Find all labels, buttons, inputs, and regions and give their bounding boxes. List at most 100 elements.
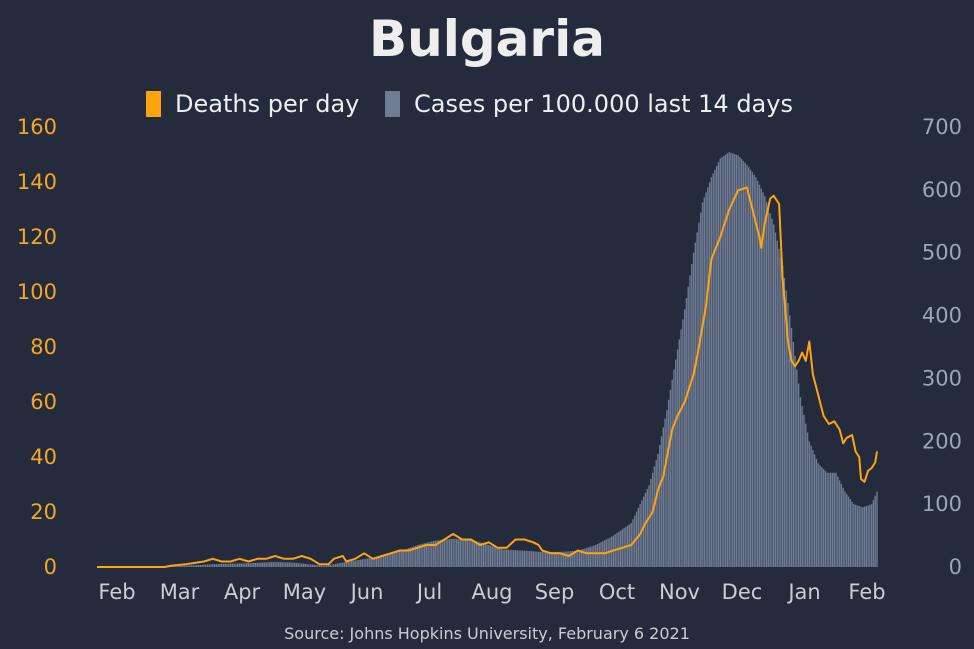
cases-bar [532,551,534,567]
cases-bar [450,538,453,567]
cases-bar [448,539,451,567]
cases-bar [527,550,529,567]
cases-bar [176,566,178,567]
cases-bar [393,552,396,567]
cases-bar [390,553,392,567]
cases-bar [762,192,764,567]
x-tick-label: Oct [599,580,635,604]
cases-bar [495,547,497,567]
chart-title: Bulgaria [369,10,605,68]
cases-bar [338,563,340,567]
cases-bar [833,472,835,567]
cases-bar [304,563,307,567]
cases-bar [489,545,492,567]
cases-bar [570,551,572,567]
cases-bar [723,155,725,567]
cases-bar [178,566,180,567]
cases-bar [655,460,657,567]
cases-bar [472,540,474,567]
cases-bar [404,549,406,567]
cases-bar [783,277,786,567]
cases-bar [703,197,705,567]
cases-bar [192,565,194,567]
cases-bar [479,542,481,567]
cases-bar [721,157,723,568]
cases-bar [826,472,828,567]
cases-bar [760,188,762,567]
cases-bar [374,557,376,567]
cases-bar [521,550,524,567]
cases-bar [196,565,198,567]
cases-bar [350,561,353,567]
cases-bar [436,540,438,567]
cases-bar [267,562,269,567]
cases-bar [869,504,871,567]
cases-bar [388,553,390,567]
cases-bar [586,547,588,567]
cases-bar [420,544,422,567]
cases-bar [828,472,830,567]
cases-bar [691,264,693,567]
cases-bar [343,562,346,567]
cases-bar [840,484,843,567]
cases-bar [571,551,574,567]
cases-bar [749,169,752,568]
cases-bar [513,550,515,567]
cases-bar [190,565,193,567]
cases-bar [349,561,351,567]
right-tick-label: 200 [922,429,962,453]
cases-bar [356,560,358,567]
cases-bar [671,379,673,567]
cases-bar [801,406,803,567]
cases-bar [498,548,501,567]
cases-bar [683,309,686,567]
cases-bar [543,551,545,567]
cases-bar [199,564,201,567]
left-tick-label: 20 [30,500,57,524]
cases-bar [427,542,429,567]
cases-bar [293,562,296,567]
cases-bar [313,564,315,567]
cases-bar [197,564,200,567]
cases-bar [340,562,342,567]
cases-bar [486,544,488,567]
cases-bar [441,539,444,567]
cases-bar [290,562,292,567]
cases-bar [204,564,207,567]
cases-bar [238,563,241,567]
x-tick-label: Jan [786,580,820,604]
cases-bar [539,551,542,567]
cases-bar [660,436,663,567]
cases-bar [219,563,221,567]
cases-bar [172,566,175,567]
cases-bar [245,563,248,567]
cases-bar [753,174,755,567]
cases-bar [229,563,232,567]
cases-bar [240,563,242,567]
cases-bar [856,505,859,567]
cases-bar [201,564,203,567]
cases-bar [692,252,695,567]
cases-bar [318,565,321,567]
cases-bar [740,159,743,567]
cases-bar [805,423,807,567]
cases-bar [352,560,355,567]
cases-bar [438,540,440,567]
cases-bar [470,540,472,567]
cases-bar [803,414,805,567]
cases-bar [641,500,643,567]
cases-bar [475,541,478,567]
cases-bar [297,563,299,567]
cases-bar [306,564,308,567]
cases-bar [694,242,697,567]
x-tick-label: May [283,580,326,604]
deaths-line [97,186,878,568]
cases-bar [194,565,196,567]
cases-bar [673,369,675,567]
cases-bar [473,540,476,567]
cases-bar [320,565,323,567]
cases-bar [249,563,251,567]
cases-bar [292,562,294,567]
cases-bar [858,506,860,567]
cases-bar [748,167,750,568]
